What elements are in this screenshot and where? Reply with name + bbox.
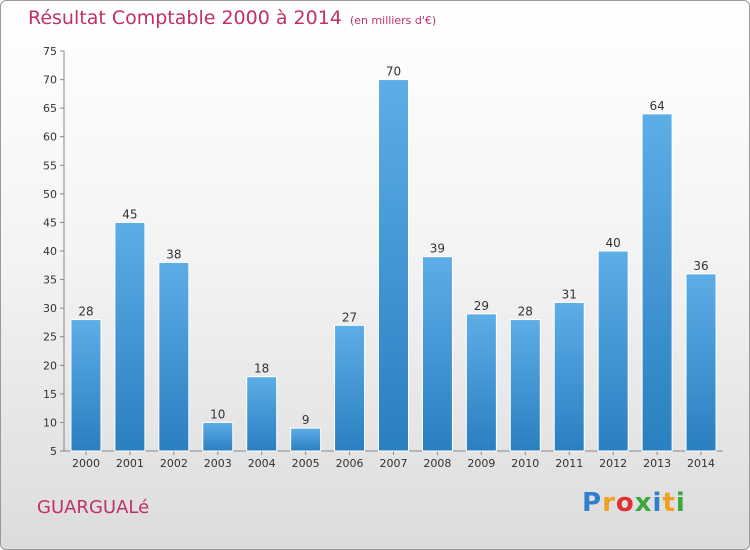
bar-2010[interactable] — [509, 319, 541, 452]
data-label-2002: 38 — [166, 247, 181, 261]
bar-2003[interactable] — [202, 421, 234, 452]
bar-2005[interactable] — [290, 427, 322, 452]
bar-2000[interactable] — [70, 319, 102, 452]
x-tick-label: 2009 — [467, 457, 495, 470]
x-tick-label: 2004 — [248, 457, 276, 470]
x-tick-label: 2000 — [72, 457, 100, 470]
x-tick-label: 2011 — [555, 457, 583, 470]
x-tick-label: 2002 — [160, 457, 188, 470]
logo-letter: i — [652, 488, 663, 518]
bar-2002[interactable] — [158, 261, 190, 452]
y-tick-label: 20 — [43, 359, 57, 372]
x-tick-label: 2007 — [380, 457, 408, 470]
bar-2011[interactable] — [553, 301, 585, 452]
data-label-2010: 28 — [518, 305, 533, 319]
data-label-2014: 36 — [693, 259, 708, 273]
logo-letter: t — [662, 488, 676, 518]
data-label-2008: 39 — [430, 242, 445, 256]
x-tick-label: 2005 — [292, 457, 320, 470]
y-tick-label: 65 — [43, 102, 57, 115]
y-tick-label: 50 — [43, 188, 57, 201]
proxiti-logo[interactable]: Proxiti — [582, 488, 686, 518]
x-tick-label: 2012 — [599, 457, 627, 470]
bar-2013[interactable] — [641, 113, 673, 452]
x-tick-label: 2010 — [511, 457, 539, 470]
y-tick-label: 55 — [43, 159, 57, 172]
data-label-2009: 29 — [474, 299, 489, 313]
data-label-2005: 9 — [302, 413, 310, 427]
bar-2008[interactable] — [421, 256, 453, 452]
data-label-2012: 40 — [606, 236, 621, 250]
x-tick-label: 2006 — [336, 457, 364, 470]
x-tick-label: 2003 — [204, 457, 232, 470]
x-tick-label: 2008 — [423, 457, 451, 470]
y-tick-label: 35 — [43, 274, 57, 287]
data-label-2003: 10 — [210, 407, 225, 421]
y-tick-label: 30 — [43, 302, 57, 315]
y-tick-label: 25 — [43, 331, 57, 344]
logo-letter: r — [602, 488, 616, 518]
x-tick-label: 2014 — [687, 457, 715, 470]
x-tick-label: 2001 — [116, 457, 144, 470]
bar-2014[interactable] — [685, 273, 717, 452]
chart-title: Résultat Comptable 2000 à 2014 (en millie… — [28, 7, 436, 29]
bar-2001[interactable] — [114, 221, 146, 452]
logo-letter: P — [582, 488, 603, 518]
data-label-2001: 45 — [122, 207, 137, 221]
y-tick-label: 70 — [43, 74, 57, 87]
data-label-2011: 31 — [562, 287, 577, 301]
y-tick-label: 10 — [43, 416, 57, 429]
bar-2012[interactable] — [597, 250, 629, 452]
data-label-2004: 18 — [254, 362, 269, 376]
y-tick-label: 40 — [43, 245, 57, 258]
title-text: Résultat Comptable 2000 à 2014 — [28, 7, 342, 29]
x-tick-label: 2013 — [643, 457, 671, 470]
bar-2007[interactable] — [378, 79, 409, 452]
y-tick-label: 45 — [43, 216, 57, 229]
bar-2006[interactable] — [334, 324, 366, 452]
y-tick-label: 60 — [43, 131, 57, 144]
data-label-2006: 27 — [342, 310, 357, 324]
logo-letter: i — [675, 488, 686, 518]
y-tick-label: 15 — [43, 388, 57, 401]
town-name: GUARGUALé — [37, 497, 150, 518]
chart-subtitle: (en milliers d'€) — [349, 14, 437, 27]
y-tick-label: 5 — [50, 445, 57, 458]
data-label-2013: 64 — [649, 99, 664, 113]
logo-letter: o — [615, 488, 635, 518]
data-label-2000: 28 — [78, 305, 93, 319]
y-tick-label: 75 — [43, 45, 57, 58]
logo-letter: x — [634, 488, 653, 518]
data-label-2007: 70 — [386, 65, 401, 79]
bar-2009[interactable] — [465, 313, 497, 452]
bar-2004[interactable] — [246, 376, 278, 452]
